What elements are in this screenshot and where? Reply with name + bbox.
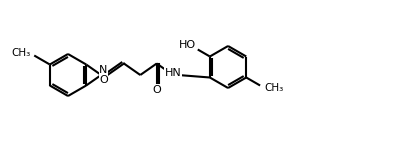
Text: HO: HO — [179, 40, 196, 51]
Text: O: O — [99, 75, 108, 85]
Text: CH₃: CH₃ — [264, 82, 283, 93]
Text: O: O — [152, 84, 161, 95]
Text: N: N — [99, 65, 108, 75]
Text: CH₃: CH₃ — [11, 49, 30, 58]
Text: HN: HN — [165, 68, 181, 78]
